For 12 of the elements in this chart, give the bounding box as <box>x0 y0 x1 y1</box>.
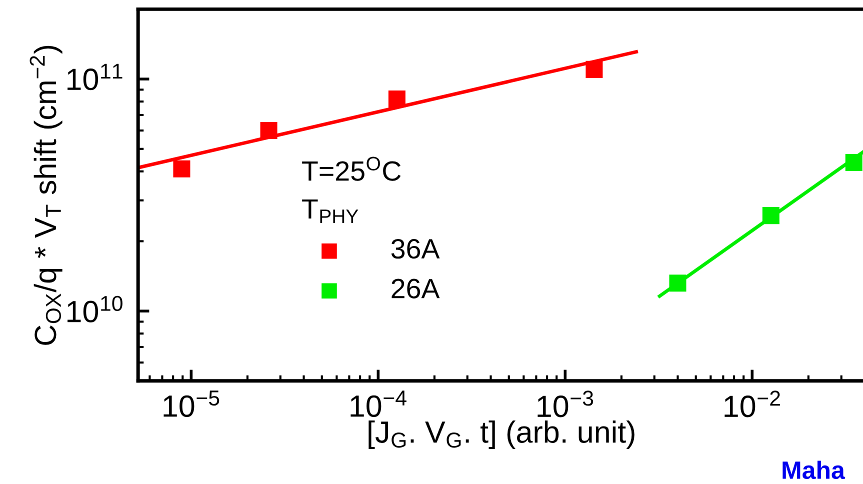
legend-label: 36A <box>391 238 440 259</box>
x-tick-label: 10$^{−5}$ <box>164 390 220 417</box>
y-axis-title: C$_{OX}$/q * V$_{T}$ shift (cm$^{−2}$) <box>30 46 62 345</box>
text: T=25$^{O}$C T$_{PHY}$ <box>302 156 401 223</box>
x-tick-label: 10$^{−4}$ <box>350 390 406 417</box>
y-tick-label: 10$^{10}$ <box>68 296 122 322</box>
y-tick-label: 10$^{11}$ <box>68 64 122 90</box>
x-tick-label: 10$^{−3}$ <box>538 390 594 418</box>
x-axis-title: [J$_{G}$. V$_{G}$. t] (arb. unit) <box>368 420 634 449</box>
x-tick-label: 10$^{−2}$ <box>724 390 780 418</box>
text: Maha <box>782 460 846 480</box>
legend-label: 26A <box>392 278 440 298</box>
